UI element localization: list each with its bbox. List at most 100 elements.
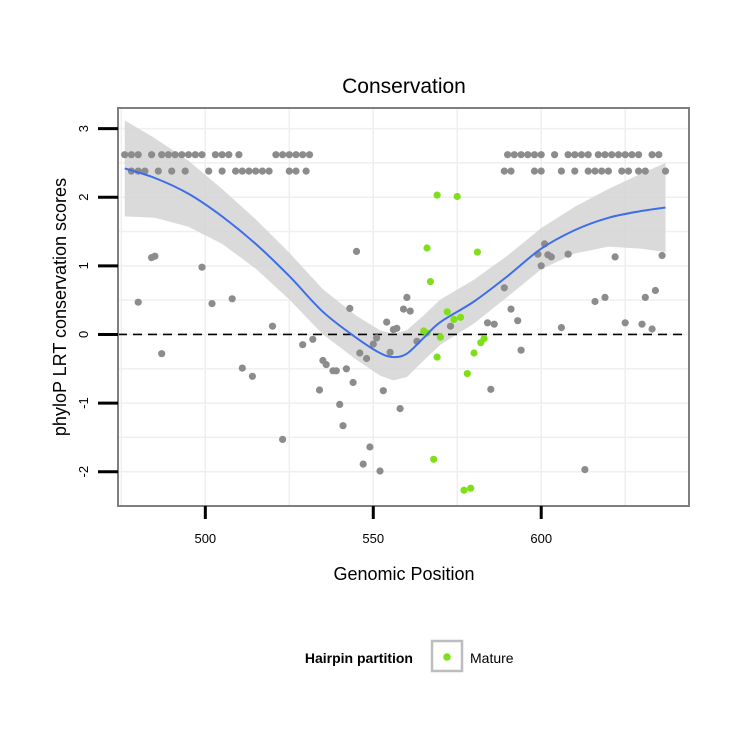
point-other [218,151,226,159]
point-other [292,151,300,159]
y-tick-label: 0 [76,331,91,338]
point-other [359,460,367,468]
point-other [537,167,545,175]
point-other [406,307,414,315]
point-other [571,151,579,159]
point-other [356,349,364,357]
point-other [557,167,566,175]
point-other [178,151,186,159]
y-tick-label: 3 [76,125,91,132]
point-mature [477,339,485,347]
point-mature [426,278,434,286]
point-mature [430,455,438,463]
point-other [628,151,636,159]
point-other [363,354,371,363]
point-other [490,320,498,328]
point-other [151,252,159,260]
point-other [336,400,344,408]
point-mature [433,353,441,361]
point-other [537,151,545,159]
point-other [299,341,307,349]
point-other [530,167,539,175]
point-other [245,167,253,175]
point-other [191,151,199,159]
point-other [638,320,646,328]
point-other [399,305,408,313]
point-other [168,167,176,175]
point-other [134,151,142,159]
point-other [386,348,394,356]
point-mature [470,349,478,357]
point-other [483,319,492,327]
point-other [608,151,616,159]
point-other [376,467,384,475]
point-other [285,151,293,159]
point-other [621,319,629,327]
plot-frame [117,107,690,507]
x-tick-label: 600 [530,531,552,546]
point-other [517,151,525,159]
x-tick-label: 550 [362,531,384,546]
smooth-trend-line [124,167,666,359]
point-other [218,167,226,175]
point-other [154,167,162,175]
chart-title: Conservation [342,75,466,98]
point-other [591,297,599,306]
point-other [346,304,354,312]
point-other [366,443,374,451]
point-other [564,250,572,258]
point-other [500,167,508,175]
point-other [342,365,350,373]
point-other [252,167,260,175]
point-other [373,334,381,342]
point-other [181,167,189,175]
point-other [121,151,129,159]
point-other [517,346,525,354]
point-other [557,324,566,332]
point-other [302,167,310,175]
point-other [379,387,387,395]
point-other [601,151,609,159]
point-other [514,317,522,325]
point-other [584,151,592,159]
legend-label-mature: Mature [470,650,514,666]
point-other [591,167,599,175]
point-other [658,251,666,260]
point-other [530,151,539,159]
point-other [621,151,629,159]
point-other [272,151,280,159]
point-other [127,151,135,159]
y-tick-label: 2 [76,194,91,201]
point-other [641,167,649,175]
point-mature [453,192,461,201]
legend-mature-dot [443,653,451,661]
y-tick-label: -1 [76,397,91,409]
point-other [279,151,287,159]
x-axis-label: Genomic Position [333,564,474,584]
point-mature [450,315,458,323]
point-other [184,151,193,159]
point-other [510,151,518,159]
point-other [265,167,273,175]
point-other [635,151,643,159]
point-other [134,298,142,306]
point-other [581,466,589,474]
point-other [148,151,156,159]
point-mature [433,191,441,199]
point-mature [460,486,468,494]
point-other [228,295,236,303]
axes: 500 550 600 -2 -1 0 1 2 3 [76,125,552,546]
point-other [339,422,347,430]
point-other [349,378,357,387]
point-other [661,167,670,175]
point-other [305,151,314,159]
point-other [238,167,246,175]
point-other [205,167,213,175]
point-other [446,322,455,330]
point-other [601,293,609,301]
point-other [238,364,246,372]
point-other [211,151,219,159]
point-other [403,293,411,301]
point-other [208,300,216,308]
point-other [352,247,361,255]
